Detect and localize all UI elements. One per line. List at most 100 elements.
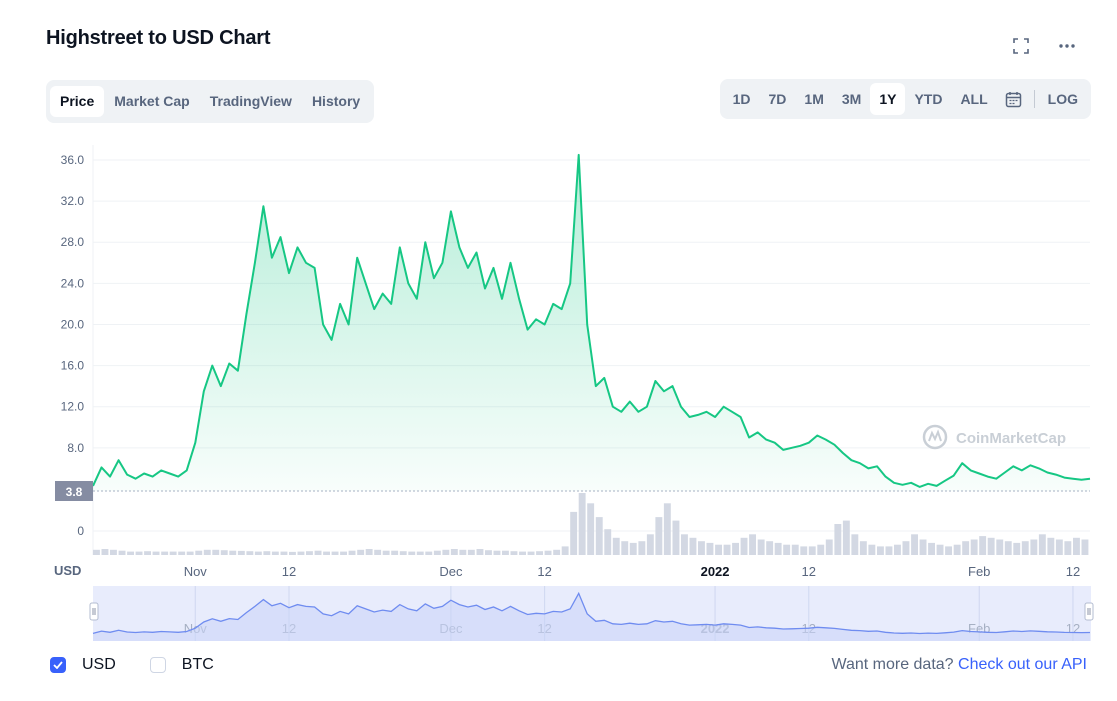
tab-tradingview[interactable]: TradingView bbox=[209, 93, 292, 109]
api-promo: Want more data? Check out our API bbox=[831, 656, 1087, 674]
volume-bar bbox=[689, 537, 697, 555]
volume-bar bbox=[178, 551, 186, 555]
usd-checkbox[interactable] bbox=[50, 657, 66, 673]
api-link[interactable]: Check out our API bbox=[958, 656, 1087, 673]
range-1y[interactable]: 1Y bbox=[870, 83, 906, 115]
tab-market-cap[interactable]: Market Cap bbox=[114, 93, 190, 109]
volume-bar bbox=[1047, 537, 1055, 555]
volume-bar bbox=[536, 551, 543, 555]
volume-bar bbox=[970, 539, 978, 555]
volume-bar bbox=[1038, 534, 1046, 555]
volume-tick-label: 0 bbox=[77, 524, 84, 538]
baseline-label: 3.8 bbox=[66, 485, 83, 499]
range-all[interactable]: ALL bbox=[960, 91, 988, 107]
calendar-icon[interactable] bbox=[997, 83, 1030, 115]
volume-bar bbox=[280, 551, 288, 555]
volume-bar bbox=[135, 551, 143, 555]
volume-bar bbox=[271, 551, 279, 555]
volume-bar bbox=[1073, 537, 1080, 555]
y-tick-label: 24.0 bbox=[61, 276, 85, 290]
x-tick-label: 12 bbox=[1066, 564, 1080, 579]
volume-bar bbox=[118, 550, 126, 555]
volume-bar bbox=[842, 520, 850, 555]
btc-checkbox[interactable] bbox=[149, 657, 166, 673]
volume-bar bbox=[859, 541, 867, 555]
navigator-right-handle[interactable] bbox=[1084, 602, 1094, 621]
navigator-left-handle[interactable] bbox=[89, 602, 99, 621]
y-axis-unit: USD bbox=[54, 563, 81, 578]
volume-bar bbox=[681, 534, 688, 555]
x-tick-label: Nov bbox=[184, 564, 208, 579]
btc-label: BTC bbox=[181, 656, 214, 673]
volume-bar bbox=[169, 551, 177, 555]
volume-bar bbox=[289, 551, 296, 555]
volume-bar bbox=[834, 524, 842, 555]
volume-bar bbox=[706, 542, 714, 555]
volume-bar bbox=[553, 549, 561, 555]
volume-bar bbox=[459, 549, 467, 555]
volume-bar bbox=[817, 544, 825, 555]
volume-bar bbox=[519, 551, 526, 555]
legend-btc[interactable]: BTC bbox=[149, 656, 214, 674]
range-3m[interactable]: 3M bbox=[841, 91, 862, 107]
x-tick-label: 12 bbox=[282, 564, 296, 579]
volume-bar bbox=[391, 550, 399, 555]
volume-bar bbox=[800, 546, 808, 555]
currency-legend: USD BTC bbox=[50, 656, 248, 674]
volume-bar bbox=[510, 551, 518, 555]
navigator-series bbox=[92, 591, 1091, 641]
volume-bar bbox=[527, 551, 535, 555]
volume-bar bbox=[757, 539, 765, 555]
price-area bbox=[93, 154, 1090, 491]
volume-bar bbox=[212, 549, 220, 555]
range-ytd[interactable]: YTD bbox=[914, 91, 943, 107]
volume-bar bbox=[851, 534, 859, 555]
volume-bar bbox=[655, 517, 663, 555]
legend-usd[interactable]: USD bbox=[50, 656, 116, 674]
fullscreen-icon[interactable] bbox=[1011, 36, 1031, 56]
volume-bar bbox=[1013, 542, 1021, 555]
volume-bar bbox=[587, 503, 595, 555]
volume-bar bbox=[1030, 539, 1038, 555]
volume-bar bbox=[263, 551, 271, 555]
volume-bar bbox=[1081, 539, 1089, 555]
volume-bar bbox=[416, 551, 424, 555]
volume-bar bbox=[220, 550, 228, 555]
volume-bar bbox=[749, 534, 756, 555]
volume-bar bbox=[152, 551, 160, 555]
volume-bar bbox=[476, 549, 484, 555]
y-tick-label: 20.0 bbox=[61, 317, 85, 331]
volume-bar bbox=[195, 550, 203, 555]
volume-bar bbox=[996, 539, 1004, 555]
tab-price[interactable]: Price bbox=[50, 86, 105, 117]
log-scale-toggle[interactable]: LOG bbox=[1047, 91, 1078, 107]
volume-bar bbox=[629, 542, 637, 555]
tab-history[interactable]: History bbox=[311, 93, 361, 109]
volume-bar bbox=[340, 551, 347, 555]
more-options-icon[interactable] bbox=[1057, 36, 1077, 56]
volume-bars bbox=[93, 493, 1089, 555]
chart-type-tabs: Price Market Cap TradingView History bbox=[46, 80, 375, 123]
volume-bar bbox=[442, 549, 450, 555]
range-1d[interactable]: 1D bbox=[732, 91, 751, 107]
usd-label: USD bbox=[82, 656, 116, 673]
x-tick-label: Dec bbox=[439, 564, 463, 579]
y-tick-label: 36.0 bbox=[61, 153, 85, 167]
volume-bar bbox=[229, 550, 237, 555]
x-tick-label: 2022 bbox=[701, 564, 730, 579]
volume-bar bbox=[374, 549, 382, 555]
volume-bar bbox=[919, 539, 927, 555]
range-7d[interactable]: 7D bbox=[768, 91, 787, 107]
volume-bar bbox=[1055, 539, 1063, 555]
volume-bar bbox=[186, 551, 194, 555]
volume-bar bbox=[945, 546, 952, 555]
volume-bar bbox=[672, 520, 680, 555]
chart-actions bbox=[1011, 36, 1077, 56]
volume-bar bbox=[161, 551, 169, 555]
range-1m[interactable]: 1M bbox=[804, 91, 824, 107]
volume-bar bbox=[93, 549, 100, 555]
volume-bar bbox=[902, 541, 910, 555]
volume-bar bbox=[348, 550, 356, 555]
